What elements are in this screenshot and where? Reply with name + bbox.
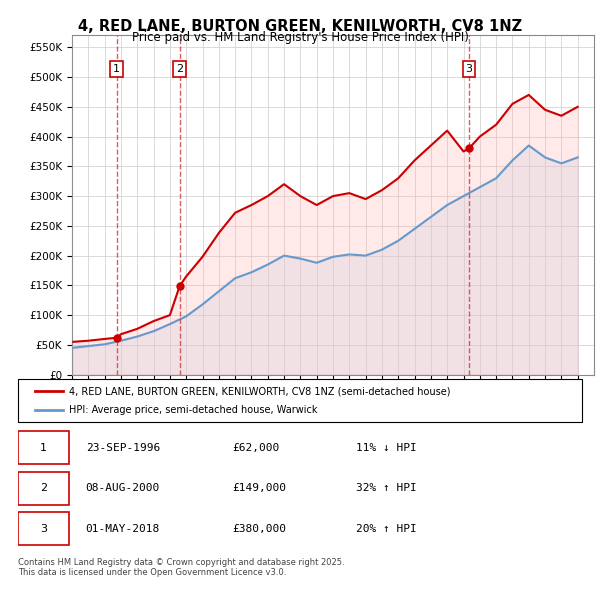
- Text: 08-AUG-2000: 08-AUG-2000: [86, 483, 160, 493]
- Text: £62,000: £62,000: [232, 442, 280, 453]
- Text: £380,000: £380,000: [232, 524, 286, 534]
- Text: Contains HM Land Registry data © Crown copyright and database right 2025.
This d: Contains HM Land Registry data © Crown c…: [18, 558, 344, 577]
- Text: 32% ↑ HPI: 32% ↑ HPI: [356, 483, 417, 493]
- Text: 2: 2: [176, 64, 183, 74]
- Text: 20% ↑ HPI: 20% ↑ HPI: [356, 524, 417, 534]
- FancyBboxPatch shape: [18, 431, 69, 464]
- Text: 4, RED LANE, BURTON GREEN, KENILWORTH, CV8 1NZ (semi-detached house): 4, RED LANE, BURTON GREEN, KENILWORTH, C…: [69, 386, 450, 396]
- Text: 3: 3: [40, 524, 47, 534]
- FancyBboxPatch shape: [18, 512, 69, 545]
- Text: 2: 2: [40, 483, 47, 493]
- Text: £149,000: £149,000: [232, 483, 286, 493]
- Text: 1: 1: [113, 64, 120, 74]
- Text: 3: 3: [466, 64, 472, 74]
- Text: 11% ↓ HPI: 11% ↓ HPI: [356, 442, 417, 453]
- Text: Price paid vs. HM Land Registry's House Price Index (HPI): Price paid vs. HM Land Registry's House …: [131, 31, 469, 44]
- Text: 23-SEP-1996: 23-SEP-1996: [86, 442, 160, 453]
- Text: HPI: Average price, semi-detached house, Warwick: HPI: Average price, semi-detached house,…: [69, 405, 317, 415]
- Text: 1: 1: [40, 442, 47, 453]
- Text: 4, RED LANE, BURTON GREEN, KENILWORTH, CV8 1NZ: 4, RED LANE, BURTON GREEN, KENILWORTH, C…: [78, 19, 522, 34]
- Text: 01-MAY-2018: 01-MAY-2018: [86, 524, 160, 534]
- FancyBboxPatch shape: [18, 472, 69, 504]
